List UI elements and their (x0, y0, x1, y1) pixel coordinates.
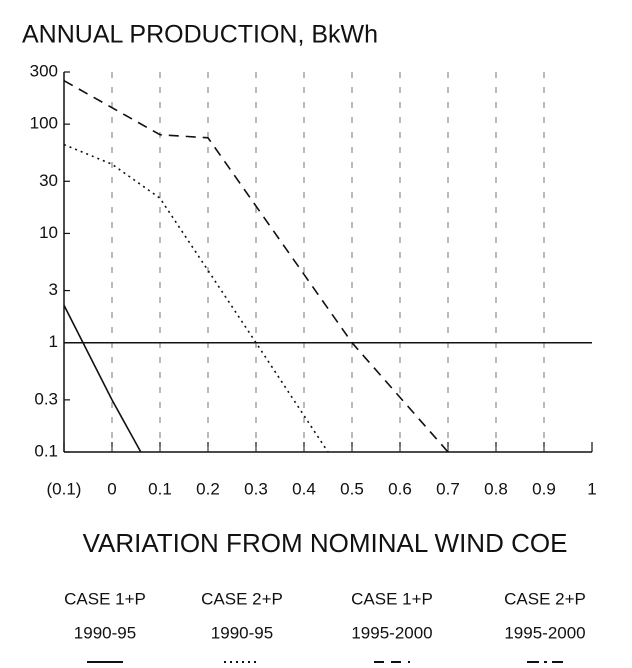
legend-name: CASE 1+P (64, 589, 146, 608)
x-tick-label: 0.5 (340, 479, 364, 498)
x-tick-label: (0.1) (47, 479, 82, 498)
x-tick-label: 0.1 (148, 479, 172, 498)
x-tick-label: 0.7 (436, 479, 460, 498)
legend-name: CASE 2+P (504, 589, 586, 608)
x-tick-label: 0.9 (532, 479, 556, 498)
series-line (63, 79, 449, 453)
chart-title: ANNUAL PRODUCTION, BkWh (22, 21, 378, 49)
y-tick-label: 1 (49, 332, 58, 351)
y-tick-label: 0.3 (34, 389, 58, 408)
x-tick-label: 0.4 (292, 479, 316, 498)
x-tick-label: 0.8 (484, 479, 508, 498)
x-tick-label: 0.3 (244, 479, 268, 498)
y-tick-label: 30 (39, 171, 58, 190)
x-tick-label: 0.6 (388, 479, 412, 498)
y-tick-label: 3 (49, 280, 58, 299)
y-tick-label: 100 (30, 114, 58, 133)
legend-period: 1990-95 (211, 623, 273, 642)
x-axis-label: VARIATION FROM NOMINAL WIND COE (83, 528, 568, 558)
series-line (63, 304, 142, 453)
legend-period: 1995-2000 (351, 623, 432, 642)
series-line (63, 143, 329, 453)
legend-name: CASE 1+P (351, 589, 433, 608)
legend-period: 1990-95 (74, 623, 136, 642)
y-tick-label: 0.1 (34, 441, 58, 460)
y-tick-label: 10 (39, 223, 58, 242)
x-tick-label: 0 (107, 479, 116, 498)
x-tick-label: 0.2 (196, 479, 220, 498)
legend-period: 1995-2000 (504, 623, 585, 642)
x-tick-label: 1 (587, 479, 596, 498)
y-tick-label: 300 (30, 61, 58, 80)
legend-name: CASE 2+P (201, 589, 283, 608)
